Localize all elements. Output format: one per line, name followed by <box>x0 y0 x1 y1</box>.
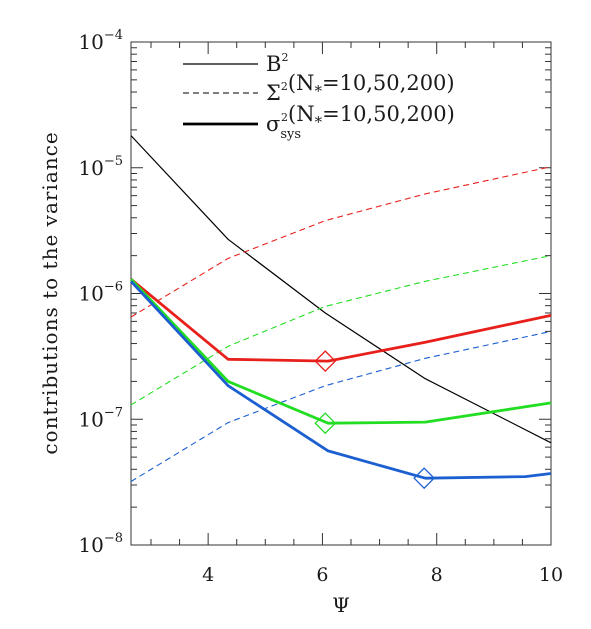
y-tick-label: 10−7 <box>78 405 123 431</box>
series-line-thick-solid <box>129 278 552 425</box>
x-tick-label: 8 <box>431 564 443 586</box>
series-line-dashed <box>130 166 552 318</box>
minimum-diamond <box>413 467 436 490</box>
series-line-dashed <box>130 330 552 482</box>
series-line-thick-solid <box>130 278 552 363</box>
series-lines <box>129 135 552 482</box>
minimum-markers <box>314 350 436 490</box>
x-tick-label: 10 <box>539 564 563 586</box>
x-axis-label: Ψ <box>332 593 350 617</box>
y-tick-label: 10−4 <box>78 28 123 54</box>
legend-label: σsys2(N*=10,50,200) <box>266 102 455 142</box>
y-tick-label: 10−6 <box>78 280 123 306</box>
minimum-diamond <box>314 350 337 373</box>
axis-ticks: 4 6 8 10 10−8 10−7 10−6 10−5 10−4 <box>78 28 563 586</box>
legend-label: Σ2(N*=10,50,200) <box>266 71 455 105</box>
minimum-diamond <box>314 412 337 435</box>
series-line-thin-solid <box>130 135 552 444</box>
y-tick-label: 10−8 <box>78 531 123 557</box>
y-axis-label: contributions to the variance <box>38 131 62 454</box>
y-tick-label: 10−5 <box>78 154 123 180</box>
x-tick-label: 4 <box>202 564 214 586</box>
legend-label: B2 <box>266 51 288 76</box>
x-tick-label: 6 <box>316 564 328 586</box>
series-line-dashed <box>130 255 552 406</box>
series-line-thick-solid <box>129 280 552 480</box>
